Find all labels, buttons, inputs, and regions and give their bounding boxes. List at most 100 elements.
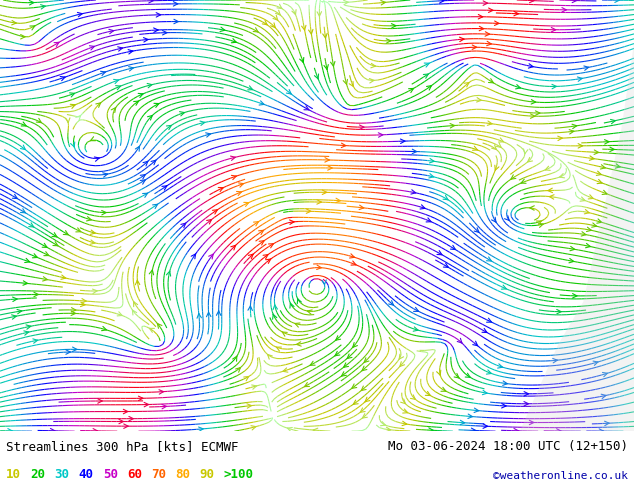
FancyArrowPatch shape bbox=[341, 143, 346, 147]
FancyArrowPatch shape bbox=[20, 145, 25, 149]
FancyArrowPatch shape bbox=[96, 103, 101, 107]
FancyArrowPatch shape bbox=[134, 302, 138, 307]
FancyArrowPatch shape bbox=[322, 190, 327, 195]
Text: 40: 40 bbox=[79, 468, 94, 481]
FancyArrowPatch shape bbox=[101, 71, 105, 75]
FancyArrowPatch shape bbox=[352, 384, 357, 389]
FancyArrowPatch shape bbox=[248, 86, 252, 90]
FancyArrowPatch shape bbox=[103, 173, 108, 177]
FancyArrowPatch shape bbox=[474, 228, 479, 232]
FancyArrowPatch shape bbox=[276, 10, 280, 15]
FancyArrowPatch shape bbox=[191, 254, 196, 259]
FancyArrowPatch shape bbox=[124, 424, 128, 428]
FancyArrowPatch shape bbox=[254, 221, 259, 226]
FancyArrowPatch shape bbox=[313, 428, 318, 433]
FancyArrowPatch shape bbox=[287, 90, 291, 94]
FancyArrowPatch shape bbox=[605, 421, 609, 426]
FancyArrowPatch shape bbox=[143, 38, 148, 42]
FancyArrowPatch shape bbox=[569, 129, 574, 134]
FancyArrowPatch shape bbox=[61, 275, 66, 279]
FancyArrowPatch shape bbox=[119, 419, 124, 424]
FancyArrowPatch shape bbox=[143, 161, 148, 166]
FancyArrowPatch shape bbox=[26, 325, 31, 329]
FancyArrowPatch shape bbox=[478, 15, 482, 19]
FancyArrowPatch shape bbox=[271, 23, 275, 28]
FancyArrowPatch shape bbox=[454, 373, 459, 378]
FancyArrowPatch shape bbox=[495, 165, 499, 170]
FancyArrowPatch shape bbox=[153, 28, 158, 32]
FancyArrowPatch shape bbox=[101, 211, 106, 215]
FancyArrowPatch shape bbox=[602, 372, 607, 377]
FancyArrowPatch shape bbox=[344, 363, 349, 368]
FancyArrowPatch shape bbox=[558, 136, 562, 141]
FancyArrowPatch shape bbox=[70, 142, 75, 147]
FancyArrowPatch shape bbox=[149, 270, 153, 275]
FancyArrowPatch shape bbox=[531, 99, 536, 104]
FancyArrowPatch shape bbox=[72, 347, 77, 351]
Text: 50: 50 bbox=[103, 468, 118, 481]
FancyArrowPatch shape bbox=[292, 10, 296, 15]
FancyArrowPatch shape bbox=[412, 149, 417, 154]
FancyArrowPatch shape bbox=[197, 314, 202, 318]
FancyArrowPatch shape bbox=[597, 171, 601, 175]
FancyArrowPatch shape bbox=[538, 223, 543, 227]
FancyArrowPatch shape bbox=[578, 144, 583, 148]
FancyArrowPatch shape bbox=[485, 32, 489, 36]
FancyArrowPatch shape bbox=[498, 138, 503, 142]
FancyArrowPatch shape bbox=[70, 93, 75, 97]
FancyArrowPatch shape bbox=[82, 298, 86, 303]
FancyArrowPatch shape bbox=[307, 310, 312, 314]
FancyArrowPatch shape bbox=[386, 39, 391, 43]
FancyArrowPatch shape bbox=[151, 160, 156, 165]
FancyArrowPatch shape bbox=[259, 230, 264, 235]
FancyArrowPatch shape bbox=[93, 289, 97, 294]
FancyArrowPatch shape bbox=[148, 116, 152, 120]
FancyArrowPatch shape bbox=[324, 65, 328, 70]
FancyArrowPatch shape bbox=[371, 63, 375, 68]
FancyArrowPatch shape bbox=[389, 300, 394, 305]
FancyArrowPatch shape bbox=[439, 0, 444, 3]
FancyArrowPatch shape bbox=[179, 112, 184, 116]
FancyArrowPatch shape bbox=[572, 124, 577, 128]
FancyArrowPatch shape bbox=[70, 104, 75, 108]
FancyArrowPatch shape bbox=[378, 133, 383, 137]
FancyArrowPatch shape bbox=[52, 233, 57, 237]
FancyArrowPatch shape bbox=[580, 197, 585, 201]
FancyArrowPatch shape bbox=[545, 166, 550, 171]
FancyArrowPatch shape bbox=[600, 165, 605, 169]
FancyArrowPatch shape bbox=[457, 338, 462, 343]
FancyArrowPatch shape bbox=[133, 310, 137, 315]
FancyArrowPatch shape bbox=[34, 292, 38, 297]
FancyArrowPatch shape bbox=[503, 381, 507, 386]
FancyArrowPatch shape bbox=[166, 125, 171, 130]
FancyArrowPatch shape bbox=[604, 140, 609, 144]
FancyArrowPatch shape bbox=[472, 45, 477, 49]
FancyArrowPatch shape bbox=[349, 81, 353, 86]
FancyArrowPatch shape bbox=[243, 202, 249, 206]
FancyArrowPatch shape bbox=[17, 309, 22, 314]
FancyArrowPatch shape bbox=[441, 387, 446, 392]
FancyArrowPatch shape bbox=[262, 21, 267, 25]
FancyArrowPatch shape bbox=[268, 354, 273, 359]
FancyArrowPatch shape bbox=[32, 254, 37, 258]
FancyArrowPatch shape bbox=[505, 216, 509, 220]
FancyArrowPatch shape bbox=[464, 82, 469, 87]
FancyArrowPatch shape bbox=[342, 372, 346, 376]
FancyArrowPatch shape bbox=[304, 106, 309, 110]
FancyArrowPatch shape bbox=[8, 429, 12, 433]
FancyArrowPatch shape bbox=[317, 12, 321, 16]
FancyArrowPatch shape bbox=[23, 281, 27, 285]
FancyArrowPatch shape bbox=[259, 101, 264, 105]
FancyArrowPatch shape bbox=[200, 121, 205, 125]
Polygon shape bbox=[495, 43, 634, 431]
FancyArrowPatch shape bbox=[602, 190, 607, 195]
FancyArrowPatch shape bbox=[259, 241, 264, 245]
FancyArrowPatch shape bbox=[474, 408, 479, 413]
FancyArrowPatch shape bbox=[425, 392, 430, 395]
FancyArrowPatch shape bbox=[207, 220, 212, 224]
FancyArrowPatch shape bbox=[471, 428, 476, 433]
FancyArrowPatch shape bbox=[524, 149, 528, 154]
FancyArrowPatch shape bbox=[129, 67, 133, 71]
FancyArrowPatch shape bbox=[400, 362, 404, 367]
FancyArrowPatch shape bbox=[483, 424, 488, 428]
